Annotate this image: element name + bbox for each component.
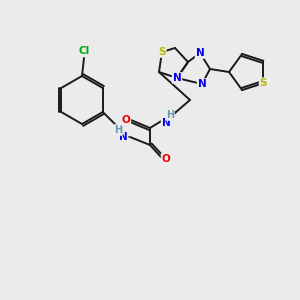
Text: H: H xyxy=(114,125,122,135)
Text: O: O xyxy=(162,154,170,164)
Text: Cl: Cl xyxy=(78,46,90,56)
Text: H: H xyxy=(166,110,174,120)
Text: N: N xyxy=(162,118,170,128)
Text: S: S xyxy=(158,47,166,57)
Text: N: N xyxy=(196,48,204,58)
Text: N: N xyxy=(198,79,206,89)
Text: N: N xyxy=(172,73,182,83)
Text: N: N xyxy=(118,132,127,142)
Text: O: O xyxy=(122,115,130,125)
Text: S: S xyxy=(260,78,267,88)
